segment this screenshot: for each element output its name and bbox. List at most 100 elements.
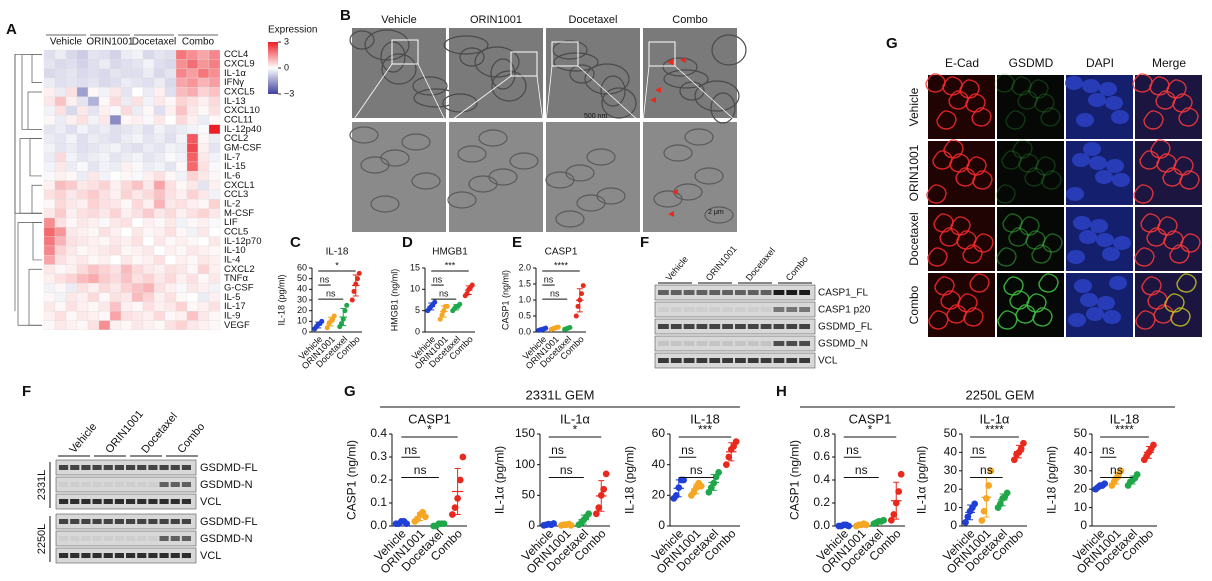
heatmap-cell (164, 180, 177, 191)
heatmap-cell (120, 87, 133, 97)
y-tick-label: 10 (944, 500, 958, 514)
em-texture (509, 152, 539, 170)
data-point (585, 510, 593, 518)
data-point (895, 488, 903, 495)
em-texture (555, 210, 585, 228)
heatmap-cell (175, 264, 188, 275)
heatmap-cell (43, 171, 56, 181)
panel-letter: G (344, 383, 356, 400)
heatmap-cell (65, 180, 78, 191)
em-texture (653, 190, 683, 208)
heatmap-cell (76, 217, 89, 228)
band-label: GSDMD-FL (200, 516, 257, 528)
heatmap-cell (76, 227, 89, 237)
heatmap-cell (54, 105, 67, 116)
em-image (352, 122, 446, 232)
error-bar (340, 308, 347, 327)
heatmap-cell (142, 283, 155, 293)
blot-band (799, 290, 810, 295)
data-point (971, 500, 979, 508)
y-tick-label: 40 (652, 457, 666, 471)
heatmap-cell (164, 105, 177, 116)
heatmap-cell (175, 59, 188, 69)
blot-band (773, 358, 785, 363)
membrane (1164, 293, 1185, 313)
em-texture (576, 194, 606, 212)
row-label: IL-12p70 (224, 236, 262, 247)
error-bar (675, 479, 682, 498)
channel-label: GSDMD (1009, 56, 1054, 70)
heatmap-cell (197, 292, 210, 303)
heatmap-cell (87, 208, 100, 219)
em-texture (349, 30, 375, 50)
row-label: IFNγ (224, 77, 244, 88)
heatmap-cell (153, 236, 166, 247)
heatmap-cell (142, 217, 155, 228)
heatmap-cell (98, 301, 111, 312)
y-tick-label: 15 (410, 262, 420, 272)
blot-band (709, 290, 721, 295)
y-tick-label: 0.1 (370, 495, 387, 509)
heatmap-cell (197, 236, 210, 247)
significance-label: ns (1102, 443, 1115, 457)
blot-band (181, 519, 191, 524)
arrowhead (650, 97, 656, 103)
dendrogram (17, 222, 42, 326)
heatmap-cell (175, 245, 188, 256)
y-tick-label: 60 (652, 426, 666, 440)
heatmap-cell (186, 105, 199, 116)
blot-band (670, 358, 682, 363)
membrane (950, 216, 971, 236)
heatmap-cell (142, 189, 155, 200)
error-bar (440, 305, 447, 318)
heatmap-cell (197, 161, 210, 172)
heatmap-cell (109, 77, 122, 88)
significance-label: ns (404, 443, 417, 457)
heatmap-cell (208, 161, 221, 172)
band-label: GSDMD-N (200, 479, 253, 491)
row-label: CCL2 (224, 133, 248, 144)
em-texture (491, 70, 527, 102)
blot-band (170, 553, 180, 558)
heatmap-cell (153, 105, 166, 116)
heatmap-cell (65, 217, 78, 228)
heatmap-cell (131, 273, 144, 284)
membrane (963, 307, 984, 327)
heatmap-cell (120, 189, 133, 200)
if-image (1135, 273, 1202, 337)
error-bar (967, 504, 974, 521)
heatmap-cell (109, 59, 122, 69)
heatmap-cell (120, 320, 133, 331)
heatmap-cell (142, 133, 155, 144)
heatmap-cell (153, 115, 166, 125)
heatmap-cell (164, 217, 177, 228)
cell-line-label: 2331L (36, 470, 48, 501)
data-point (987, 467, 995, 475)
heatmap-cell (164, 245, 177, 256)
heatmap-cell (98, 255, 111, 265)
plot-title: CASP1 (545, 247, 578, 258)
blot-band (137, 499, 147, 504)
heatmap-cell (142, 49, 155, 60)
heatmap-cell (131, 283, 144, 293)
heatmap-cell (54, 49, 67, 60)
error-bar (893, 481, 900, 520)
nucleus (1113, 236, 1131, 250)
data-point (725, 453, 733, 461)
membrane (1028, 79, 1049, 99)
heatmap-cell (120, 283, 133, 293)
heatmap-cell (76, 152, 89, 163)
blot-band (735, 307, 746, 312)
heatmap-cell (76, 264, 89, 275)
error-bar (1097, 483, 1104, 489)
heatmap-cell (186, 217, 199, 228)
blot-band (59, 553, 69, 558)
y-tick-label: 150 (515, 426, 535, 440)
heatmap-cell (43, 59, 56, 69)
zoom-line (417, 63, 447, 123)
blot-band (126, 536, 136, 541)
em-texture (380, 41, 406, 73)
heatmap-cell (87, 301, 100, 312)
heatmap-cell (186, 87, 199, 97)
row-label: M-CSF (224, 208, 254, 219)
